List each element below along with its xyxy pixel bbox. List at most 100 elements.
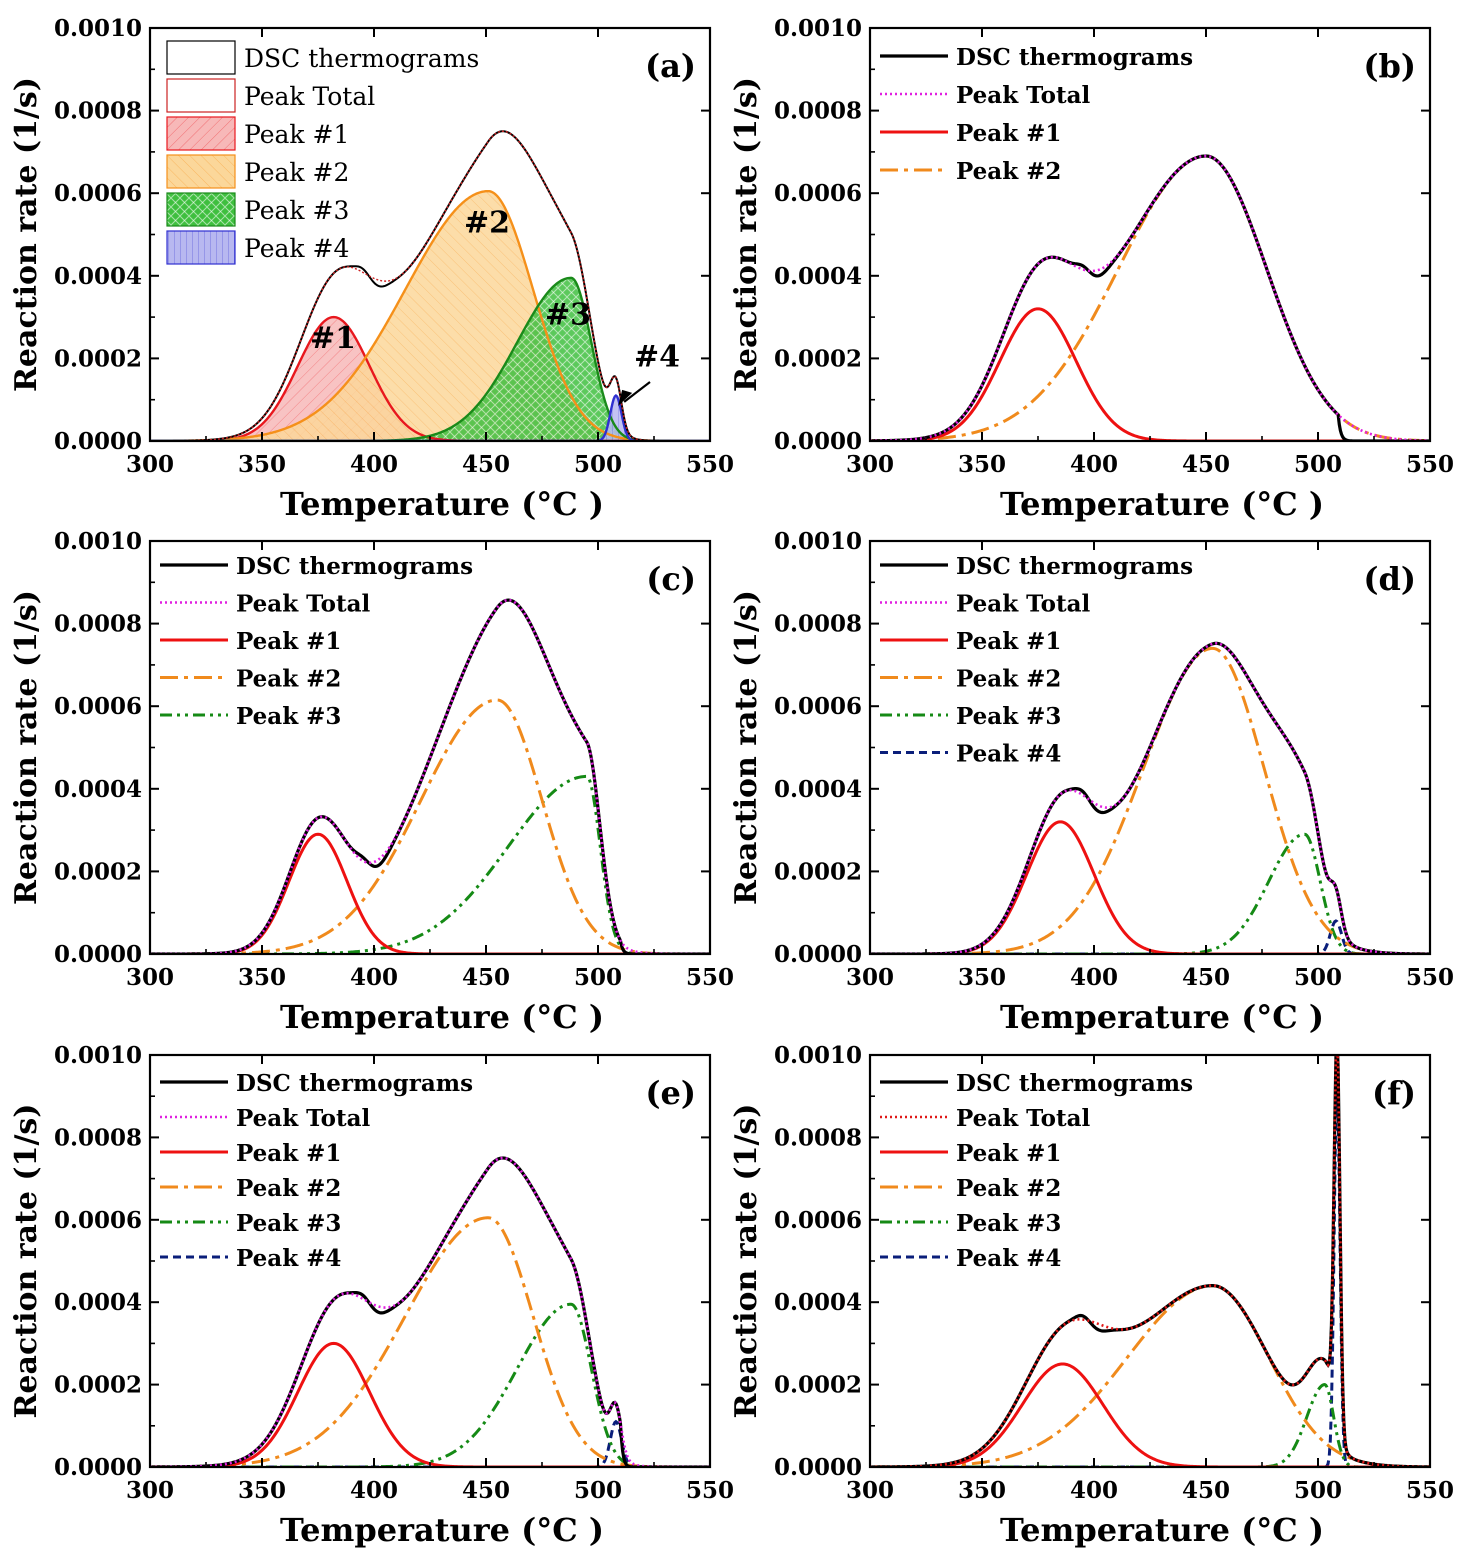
panel-c-legend: DSC thermograms Peak Total Peak #1 Peak #2 P… [160, 553, 473, 730]
panel-a-annotation: #1 [310, 321, 356, 356]
panel-c-legend-label: Peak #3 [236, 703, 341, 730]
panel-a-legend-label: Peak #3 [244, 196, 349, 225]
panel-a-y-axis-label: Reaction rate (1/s) [9, 77, 44, 392]
panel-a-legend-swatch [166, 116, 236, 151]
panel-e-ytick-label: 0.0004 [54, 1289, 142, 1316]
panel-d-xtick-label: 400 [1070, 964, 1118, 991]
panel-e-legend-label: Peak #2 [236, 1175, 341, 1202]
panel-a-annotation: #3 [545, 298, 591, 333]
panel-a-fill-peak-3 [150, 277, 710, 441]
panel-a-legend-swatch [166, 154, 236, 189]
panel-b-xtick-label: 500 [1294, 451, 1342, 478]
panel-b-legend-label: Peak #2 [956, 158, 1061, 185]
panel-a-legend-label: Peak #2 [244, 158, 349, 187]
panel-c-curve-dsc [150, 598, 710, 954]
panel-c-y-axis-label: Reaction rate (1/s) [9, 590, 44, 905]
panel-a-legend-label: Peak #1 [244, 120, 349, 149]
panel-b-ytick-label: 0.0006 [774, 180, 862, 207]
panel-e-legend-label: Peak #4 [236, 1245, 341, 1272]
panel-d-legend-label: Peak #4 [956, 741, 1061, 768]
panel-f-curve-peak-1 [870, 1362, 1430, 1467]
panel-a-xtick-label: 350 [238, 451, 286, 478]
panel-d-ytick-label: 0.0004 [774, 776, 862, 803]
panel-b-ytick-label: 0.0008 [774, 98, 862, 125]
panel-e-curve-total [150, 1156, 710, 1467]
panel-b-curve-peak-2 [870, 154, 1430, 441]
panel-d-curve-peak-4 [870, 919, 1430, 954]
panel-c-xtick-label: 450 [462, 964, 510, 991]
panel-e-y-axis-label: Reaction rate (1/s) [9, 1104, 44, 1419]
panel-f-legend: DSC thermograms Peak Total Peak #1 Peak #2 P… [880, 1070, 1193, 1272]
panel-b-legend-label: Peak #1 [956, 120, 1061, 147]
panel-b-xtick-label: 300 [846, 451, 894, 478]
panel-e-legend-label: DSC thermograms [236, 1070, 473, 1097]
panel-a: 300 350 400 450 500 550 0.0000 0.0002 0.0004 0.00… [9, 15, 734, 523]
panel-e-curve-peak-2 [150, 1216, 710, 1467]
panel-c-legend-label: DSC thermograms [236, 553, 473, 580]
panel-c-legend-label: Peak #2 [236, 666, 341, 693]
panel-b-x-axis-label: Temperature (°C ) [1000, 485, 1324, 523]
panel-a-legend-swatch [166, 78, 236, 113]
panel-e-ytick-label: 0.0006 [54, 1207, 142, 1234]
panel-a-ytick-label: 0.0004 [54, 263, 142, 290]
panel-d-legend-label: Peak #2 [956, 666, 1061, 693]
panel-f-ytick-label: 0.0004 [774, 1289, 862, 1316]
panel-a-legend-swatch [166, 192, 236, 227]
panel-a-curve-peak-3 [150, 276, 710, 441]
panel-b-xtick-label: 450 [1182, 451, 1230, 478]
panel-d-legend-label: Peak Total [956, 591, 1091, 618]
panel-c-ytick-label: 0.0006 [54, 693, 142, 720]
panel-c-curve-peak-1 [150, 832, 710, 954]
panel-d-curve-dsc [870, 641, 1430, 954]
panel-c-ytick-label: 0.0000 [54, 941, 142, 968]
panel-f-xtick-label: 500 [1294, 1477, 1342, 1504]
panel-f-legend-label: Peak #4 [956, 1245, 1061, 1272]
panel-b-xtick-label: 400 [1070, 451, 1118, 478]
panel-f-curve-peak-4 [870, 1083, 1430, 1467]
panel-c-legend-label: Peak Total [236, 591, 371, 618]
panel-b-xtick-label: 550 [1406, 451, 1454, 478]
panel-e-ytick-label: 0.0010 [54, 1042, 142, 1069]
panel-d-curve-peak-2 [870, 646, 1430, 954]
panel-e-legend-label: Peak #1 [236, 1140, 341, 1167]
panel-a-x-axis-label: Temperature (°C ) [280, 485, 604, 523]
panel-a-xtick-label: 550 [686, 451, 734, 478]
panel-c-ytick-label: 0.0008 [54, 611, 142, 638]
panel-f-legend-label: Peak Total [956, 1105, 1091, 1132]
panel-a-plot-area [150, 130, 710, 441]
panel-a-legend-label: Peak Total [244, 82, 375, 111]
panel-f-xtick-label: 550 [1406, 1477, 1454, 1504]
panel-f-curve-total [870, 1055, 1430, 1467]
panel-a-annotation: #2 [464, 205, 510, 240]
panel-d-y-axis-label: Reaction rate (1/s) [729, 590, 764, 905]
panel-b-ytick-label: 0.0002 [774, 345, 862, 372]
panel-c-curve-peak-2 [150, 698, 710, 954]
panel-e-curve-peak-4 [150, 1419, 710, 1467]
panel-f-ytick-label: 0.0002 [774, 1372, 862, 1399]
panel-c: 300 350 400 450 500 550 0.0000 0.0002 0.0004 0.00… [9, 528, 734, 1036]
panel-b-curve-dsc [870, 154, 1430, 441]
panel-c-xtick-label: 300 [126, 964, 174, 991]
panel-b-panel-label: (b) [1363, 47, 1416, 85]
panel-b-ytick-label: 0.0004 [774, 263, 862, 290]
panel-d-xtick-label: 350 [958, 964, 1006, 991]
panel-b-xtick-label: 350 [958, 451, 1006, 478]
panel-c-curve-peak-3 [150, 774, 710, 954]
panel-d-panel-label: (d) [1363, 560, 1416, 598]
panel-e-xtick-label: 300 [126, 1477, 174, 1504]
panel-e-xtick-label: 450 [462, 1477, 510, 1504]
panel-e-legend-label: Peak #3 [236, 1210, 341, 1237]
panel-a-annotation-arrowhead [618, 389, 633, 406]
panel-c-xtick-label: 400 [350, 964, 398, 991]
panel-e-xtick-label: 500 [574, 1477, 622, 1504]
panel-c-panel-label: (c) [646, 560, 696, 598]
panel-d-xtick-label: 550 [1406, 964, 1454, 991]
panel-e-legend: DSC thermograms Peak Total Peak #1 Peak #2 P… [160, 1070, 473, 1272]
panel-c-axes-frame [148, 539, 712, 956]
panel-b-curve-total [870, 154, 1430, 441]
panel-c-legend-label: Peak #1 [236, 628, 341, 655]
panel-d-ytick-label: 0.0008 [774, 611, 862, 638]
panel-f-curve-peak-3 [870, 1383, 1430, 1467]
panel-b-legend-label: Peak Total [956, 82, 1091, 109]
